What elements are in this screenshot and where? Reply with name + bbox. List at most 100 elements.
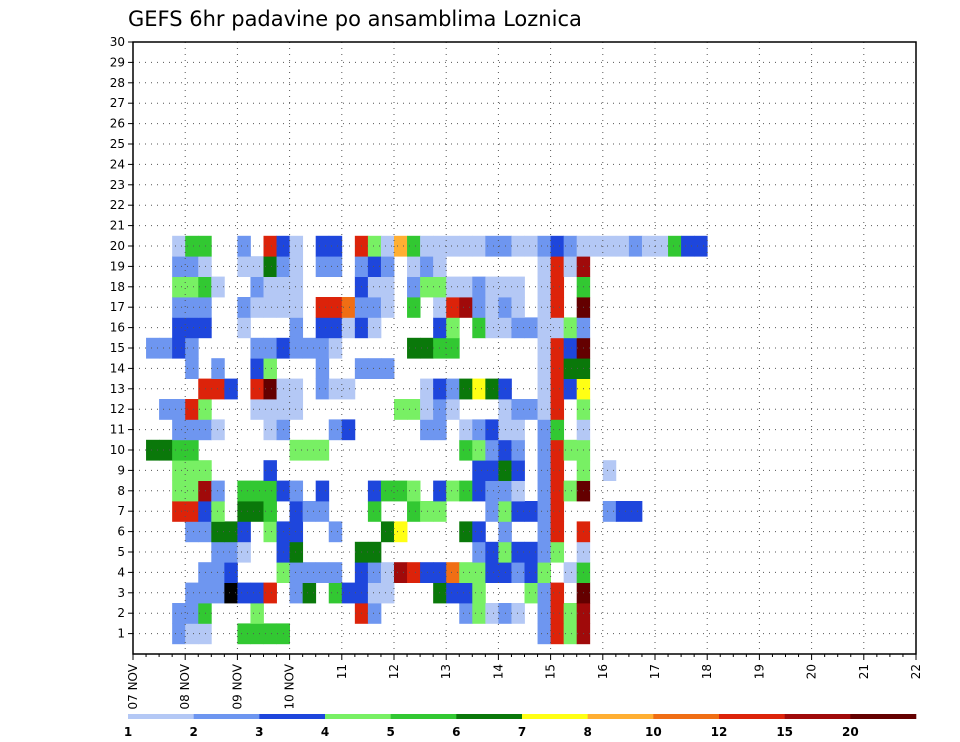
heatmap-cell bbox=[602, 235, 617, 257]
heatmap-cell bbox=[420, 419, 434, 441]
heatmap-cell bbox=[172, 297, 186, 318]
heatmap-cell bbox=[563, 317, 578, 339]
heatmap-cell bbox=[589, 235, 604, 257]
heatmap-cell bbox=[511, 276, 525, 298]
heatmap-cell bbox=[341, 582, 356, 604]
heatmap-cell bbox=[550, 256, 565, 277]
heatmap-cell bbox=[367, 480, 382, 502]
colorbar-swatch bbox=[522, 714, 588, 719]
heatmap-cell bbox=[537, 501, 551, 522]
heatmap-cell bbox=[237, 235, 251, 257]
heatmap-cell bbox=[367, 276, 382, 298]
heatmap-cell bbox=[407, 562, 421, 583]
heatmap-cell bbox=[550, 276, 565, 298]
heatmap-cell bbox=[537, 603, 551, 624]
heatmap-cell bbox=[172, 256, 186, 277]
heatmap-cell bbox=[563, 235, 578, 257]
heatmap-cell bbox=[472, 541, 486, 563]
heatmap-cell bbox=[289, 399, 304, 420]
y-tick-label: 28 bbox=[110, 76, 125, 90]
heatmap-cell bbox=[485, 439, 499, 461]
heatmap-cell bbox=[289, 256, 304, 277]
heatmap-cell bbox=[485, 297, 499, 318]
heatmap-cell bbox=[211, 419, 225, 441]
heatmap-cell bbox=[328, 256, 343, 277]
heatmap-cell bbox=[563, 439, 578, 461]
heatmap-cell bbox=[328, 521, 343, 543]
heatmap-cell bbox=[446, 378, 460, 400]
heatmap-cell bbox=[485, 541, 499, 563]
heatmap-cell bbox=[211, 562, 225, 583]
heatmap-cell bbox=[537, 399, 551, 420]
heatmap-cell bbox=[263, 358, 277, 379]
heatmap-cell bbox=[211, 521, 225, 543]
heatmap-cell bbox=[172, 317, 186, 339]
x-tick-label: 18 bbox=[700, 664, 714, 679]
heatmap-cell bbox=[198, 603, 212, 624]
heatmap-cell bbox=[446, 399, 460, 420]
heatmap-cell bbox=[185, 235, 199, 257]
x-tick-label: 10 NOV bbox=[283, 663, 297, 709]
heatmap-cell bbox=[198, 419, 212, 441]
heatmap-cell bbox=[263, 521, 277, 543]
y-tick-label: 4 bbox=[117, 565, 125, 579]
heatmap-cell bbox=[315, 562, 330, 583]
heatmap-cell bbox=[511, 480, 525, 502]
heatmap-cell bbox=[563, 480, 578, 502]
y-tick-label: 27 bbox=[110, 96, 125, 110]
heatmap-cell bbox=[550, 501, 565, 522]
heatmap-cell bbox=[198, 235, 212, 257]
heatmap-cell bbox=[289, 235, 304, 257]
heatmap-cell bbox=[185, 582, 199, 604]
heatmap-cell bbox=[380, 297, 395, 318]
heatmap-cell bbox=[407, 276, 421, 298]
heatmap-cell bbox=[524, 582, 538, 604]
heatmap-cell bbox=[550, 378, 565, 400]
heatmap-cell bbox=[367, 235, 382, 257]
heatmap-cell bbox=[537, 378, 551, 400]
heatmap-cell bbox=[198, 582, 212, 604]
heatmap-cell bbox=[237, 582, 251, 604]
heatmap-cell bbox=[263, 276, 277, 298]
heatmap-cell bbox=[172, 399, 186, 420]
heatmap-cell bbox=[198, 460, 212, 481]
y-tick-label: 11 bbox=[110, 423, 125, 437]
heatmap-cell bbox=[380, 582, 395, 604]
heatmap-cell bbox=[263, 235, 277, 257]
heatmap-cell bbox=[211, 501, 225, 522]
heatmap-cell bbox=[250, 358, 264, 379]
heatmap-cell bbox=[172, 480, 186, 502]
heatmap-cell bbox=[237, 501, 251, 522]
colorbar-label: 1 bbox=[124, 725, 132, 739]
heatmap-cell bbox=[459, 235, 473, 257]
heatmap-cell bbox=[224, 521, 238, 543]
heatmap-cell bbox=[446, 480, 460, 502]
heatmap-cell bbox=[446, 235, 460, 257]
heatmap-cell bbox=[172, 337, 186, 359]
heatmap-cell bbox=[185, 256, 199, 277]
heatmap-cell bbox=[263, 297, 277, 318]
heatmap-cell bbox=[289, 541, 304, 563]
heatmap-cell bbox=[537, 460, 551, 481]
heatmap-cell bbox=[380, 562, 395, 583]
y-tick-label: 5 bbox=[117, 545, 125, 559]
x-tick-label: 14 bbox=[491, 664, 505, 679]
heatmap-cell bbox=[315, 297, 330, 318]
heatmap-cell bbox=[185, 521, 199, 543]
heatmap-cell bbox=[185, 603, 199, 624]
heatmap-cell bbox=[537, 256, 551, 277]
heatmap-cell bbox=[472, 276, 486, 298]
heatmap-cell bbox=[485, 317, 499, 339]
heatmap-cell bbox=[472, 378, 486, 400]
heatmap-cell bbox=[394, 562, 408, 583]
heatmap-cell bbox=[511, 603, 525, 624]
heatmap-cell bbox=[224, 541, 238, 563]
heatmap-cell bbox=[315, 358, 330, 379]
heatmap-cell bbox=[315, 256, 330, 277]
heatmap-cell bbox=[537, 623, 551, 645]
heatmap-cell bbox=[550, 460, 565, 481]
heatmap-cell bbox=[380, 480, 395, 502]
heatmap-cell bbox=[511, 419, 525, 441]
heatmap-cell bbox=[602, 460, 617, 481]
heatmap-cell bbox=[289, 337, 304, 359]
